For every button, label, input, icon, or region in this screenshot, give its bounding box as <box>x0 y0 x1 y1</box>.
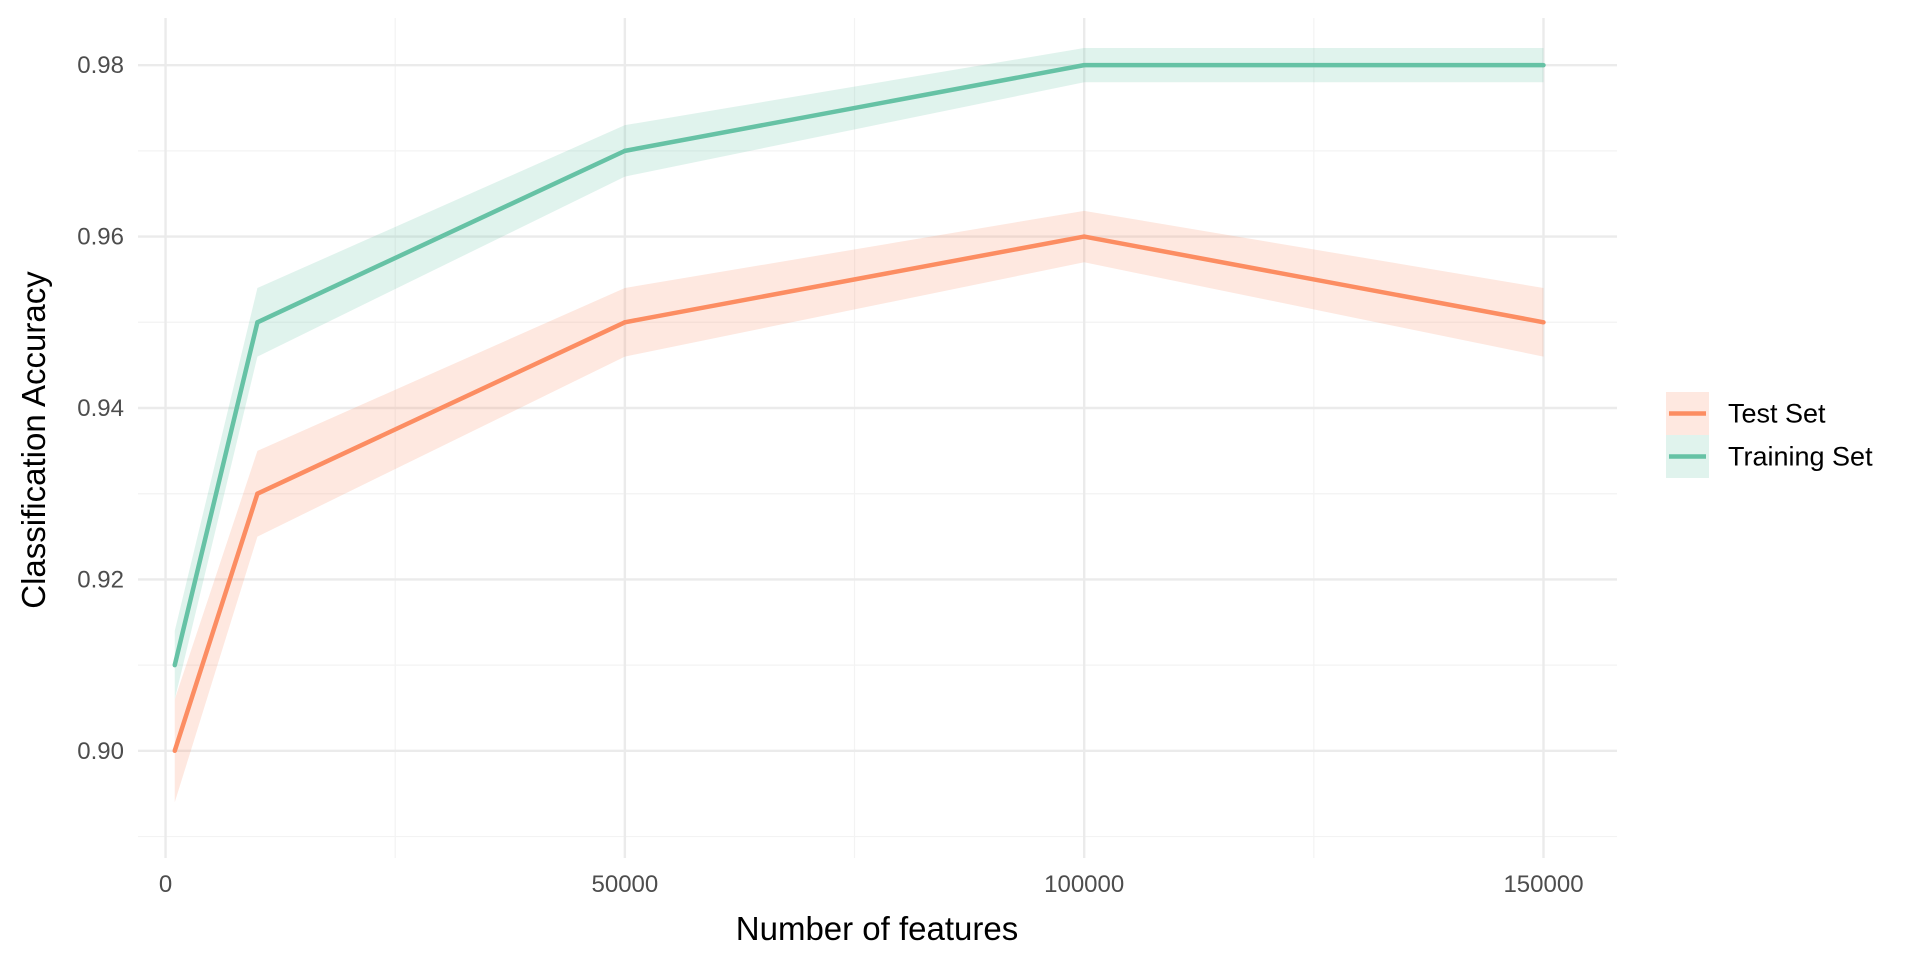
point-training-set <box>622 148 628 154</box>
y-tick-label: 0.96 <box>77 224 124 251</box>
point-test-set <box>1081 234 1087 239</box>
band-test-set <box>174 210 1544 803</box>
point-test-set <box>622 320 628 325</box>
x-tick-label: 50000 <box>592 871 659 898</box>
x-tick-label: 100000 <box>1044 871 1124 898</box>
y-tick-label: 0.92 <box>77 566 124 593</box>
x-axis-title: Number of features <box>736 910 1018 947</box>
legend-label-training-set: Training Set <box>1728 442 1873 472</box>
point-training-set <box>255 320 260 325</box>
tick-labels: 0.90 0.92 0.94 0.96 0.98 0 50000 100000 150000 <box>77 52 1583 898</box>
line-training-set <box>172 62 1544 666</box>
point-training-set <box>1541 62 1546 68</box>
y-tick-label: 0.98 <box>77 52 124 79</box>
point-test-set <box>1541 320 1546 325</box>
y-axis-title: Classification Accuracy <box>15 271 52 609</box>
x-tick-label: 150000 <box>1503 871 1583 898</box>
series-lines <box>172 62 1546 754</box>
point-training-set <box>172 662 177 668</box>
point-test-set <box>172 748 177 754</box>
legend: Test Set Training Set <box>1666 392 1873 478</box>
point-training-set <box>1081 62 1087 68</box>
confidence-bands <box>174 48 1544 803</box>
band-training-set <box>174 48 1544 700</box>
x-tick-label: 0 <box>159 871 172 898</box>
legend-label-test-set: Test Set <box>1728 399 1826 429</box>
y-tick-label: 0.90 <box>77 738 124 765</box>
y-tick-label: 0.94 <box>77 395 124 422</box>
point-test-set <box>255 491 260 496</box>
